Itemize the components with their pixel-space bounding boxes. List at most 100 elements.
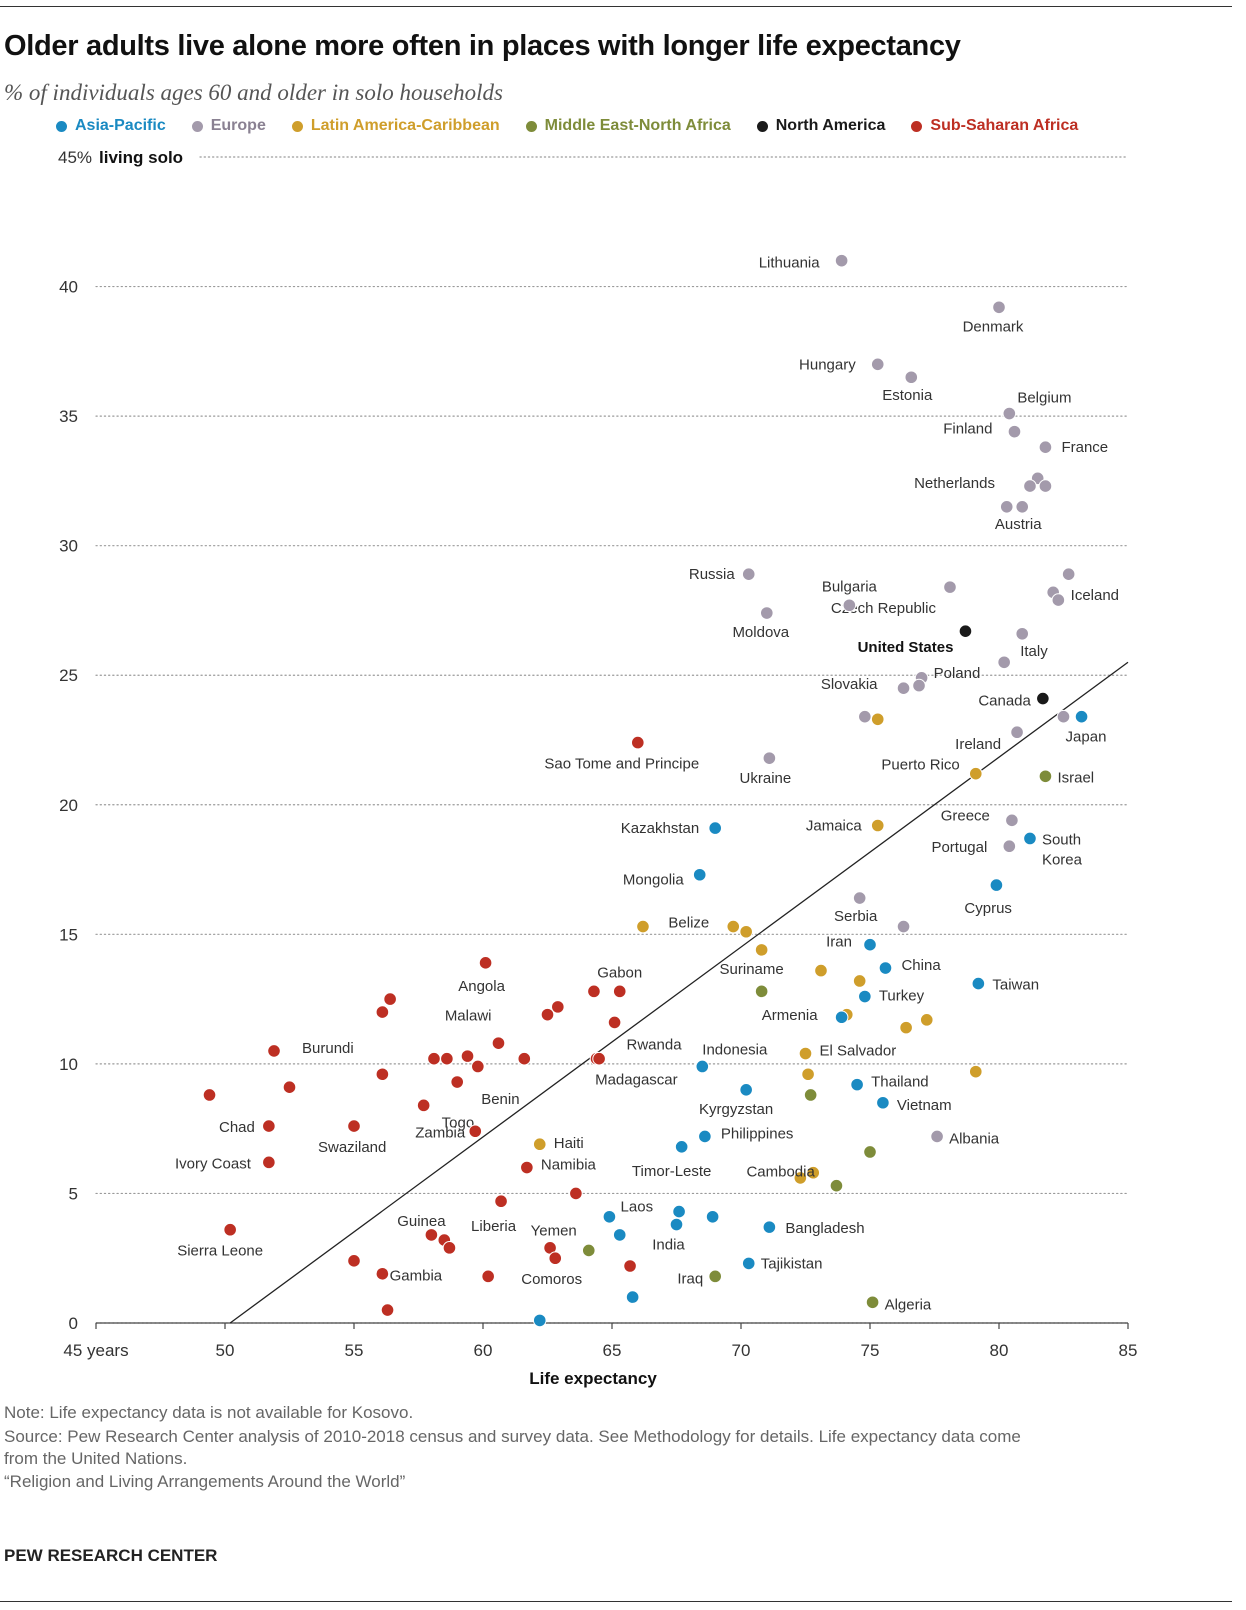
- data-point: [1036, 691, 1050, 706]
- x-tick-label: 50: [216, 1341, 235, 1360]
- data-point: [829, 1178, 844, 1193]
- legend-label: Asia-Pacific: [75, 117, 166, 134]
- point-label: Indonesia: [702, 1041, 768, 1058]
- data-point: [202, 1088, 217, 1102]
- data-point: [375, 1067, 390, 1082]
- point-label: Ireland: [955, 736, 1001, 753]
- data-point: [754, 943, 769, 957]
- data-point: [834, 1010, 849, 1025]
- point-label: Thailand: [871, 1074, 929, 1091]
- x-tick-label: 75: [861, 1341, 880, 1360]
- data-point: [842, 598, 857, 613]
- data-point: [468, 1124, 483, 1139]
- point-label: Poland: [934, 665, 981, 682]
- data-point: [803, 1088, 818, 1102]
- data-point: [347, 1254, 361, 1268]
- data-point: [383, 992, 397, 1006]
- point-label: Hungary: [799, 356, 856, 373]
- data-point: [1023, 479, 1037, 493]
- point-label: Gabon: [597, 964, 642, 981]
- point-label: Ivory Coast: [175, 1155, 252, 1172]
- data-point: [636, 919, 650, 934]
- data-point: [612, 1228, 627, 1242]
- legend-label: Latin America-Caribbean: [310, 117, 500, 134]
- data-point: [870, 357, 885, 372]
- legend-dot-icon: [56, 120, 67, 132]
- data-point: [1038, 769, 1053, 784]
- point-label: Denmark: [963, 318, 1024, 335]
- point-label: Benin: [481, 1091, 519, 1108]
- data-point: [1002, 406, 1017, 421]
- y-tick-label: 0: [69, 1314, 78, 1333]
- data-point: [548, 1251, 563, 1266]
- point-label: Guinea: [397, 1213, 446, 1230]
- data-point: [1007, 424, 1022, 439]
- point-label: Iraq: [677, 1270, 703, 1287]
- data-point: [850, 1077, 864, 1092]
- data-point: [930, 1129, 944, 1144]
- data-point: [762, 1220, 777, 1234]
- data-point: [814, 963, 828, 978]
- data-point: [607, 1015, 622, 1030]
- data-point: [1005, 813, 1019, 828]
- brand-logo-text: PEW RESEARCH CENTER: [4, 1546, 218, 1565]
- data-point: [762, 751, 777, 765]
- bottom-rule: [0, 1601, 1232, 1602]
- data-point: [968, 766, 983, 781]
- data-point: [450, 1075, 465, 1089]
- point-label: Belgium: [1017, 390, 1071, 407]
- point-label: Laos: [621, 1199, 654, 1216]
- legend-label: Europe: [210, 117, 266, 134]
- point-label: South: [1042, 831, 1081, 848]
- data-point: [741, 1256, 756, 1271]
- point-label: Swaziland: [318, 1139, 386, 1156]
- data-point: [958, 624, 973, 638]
- data-point: [865, 1295, 880, 1310]
- point-label: Bangladesh: [785, 1220, 864, 1237]
- point-label: Sao Tome and Principe: [544, 756, 699, 773]
- point-label: Comoros: [521, 1271, 582, 1288]
- data-point: [581, 1243, 596, 1258]
- point-label: Namibia: [541, 1157, 597, 1174]
- data-point: [427, 1051, 441, 1066]
- data-point: [1010, 725, 1024, 740]
- data-point: [1038, 479, 1053, 493]
- point-label: Algeria: [885, 1296, 932, 1313]
- point-label: Iran: [826, 934, 852, 951]
- point-label: Zambia: [415, 1124, 466, 1141]
- point-label: Japan: [1066, 729, 1107, 746]
- y-tick-label: 15: [59, 925, 78, 944]
- point-label: China: [901, 957, 941, 974]
- legend-label: Sub-Saharan Africa: [930, 117, 1079, 134]
- data-point: [440, 1051, 454, 1066]
- point-label: Philippines: [721, 1125, 794, 1142]
- data-point: [999, 500, 1014, 514]
- data-point: [997, 655, 1011, 670]
- data-point: [540, 1007, 555, 1022]
- data-point: [695, 1059, 710, 1074]
- point-label: Tajikistan: [761, 1255, 823, 1272]
- data-point: [223, 1222, 237, 1237]
- data-point: [870, 712, 885, 727]
- point-label: Gambia: [390, 1267, 443, 1284]
- point-label: Puerto Rico: [881, 757, 959, 774]
- legend-dot-icon: [756, 120, 768, 132]
- chart-title: Older adults live alone more often in pl…: [4, 30, 961, 62]
- data-point: [705, 1209, 720, 1224]
- point-label: Timor-Leste: [632, 1163, 711, 1180]
- data-point: [672, 1204, 686, 1219]
- point-label: Madagascar: [595, 1072, 678, 1089]
- point-label: Yemen: [531, 1222, 577, 1239]
- legend-label: Middle East-North Africa: [544, 117, 731, 134]
- legend-label: North America: [775, 117, 886, 134]
- point-label: Kyrgyzstan: [699, 1101, 773, 1118]
- data-point: [262, 1119, 276, 1133]
- data-point: [943, 580, 957, 594]
- legend-dot-icon: [525, 120, 537, 132]
- data-point: [424, 1228, 439, 1242]
- data-point: [380, 1303, 395, 1317]
- point-label: Armenia: [762, 1007, 819, 1024]
- data-point: [968, 1064, 983, 1079]
- point-label: Taiwan: [992, 977, 1039, 994]
- legend-item-europe: Europe: [191, 117, 266, 135]
